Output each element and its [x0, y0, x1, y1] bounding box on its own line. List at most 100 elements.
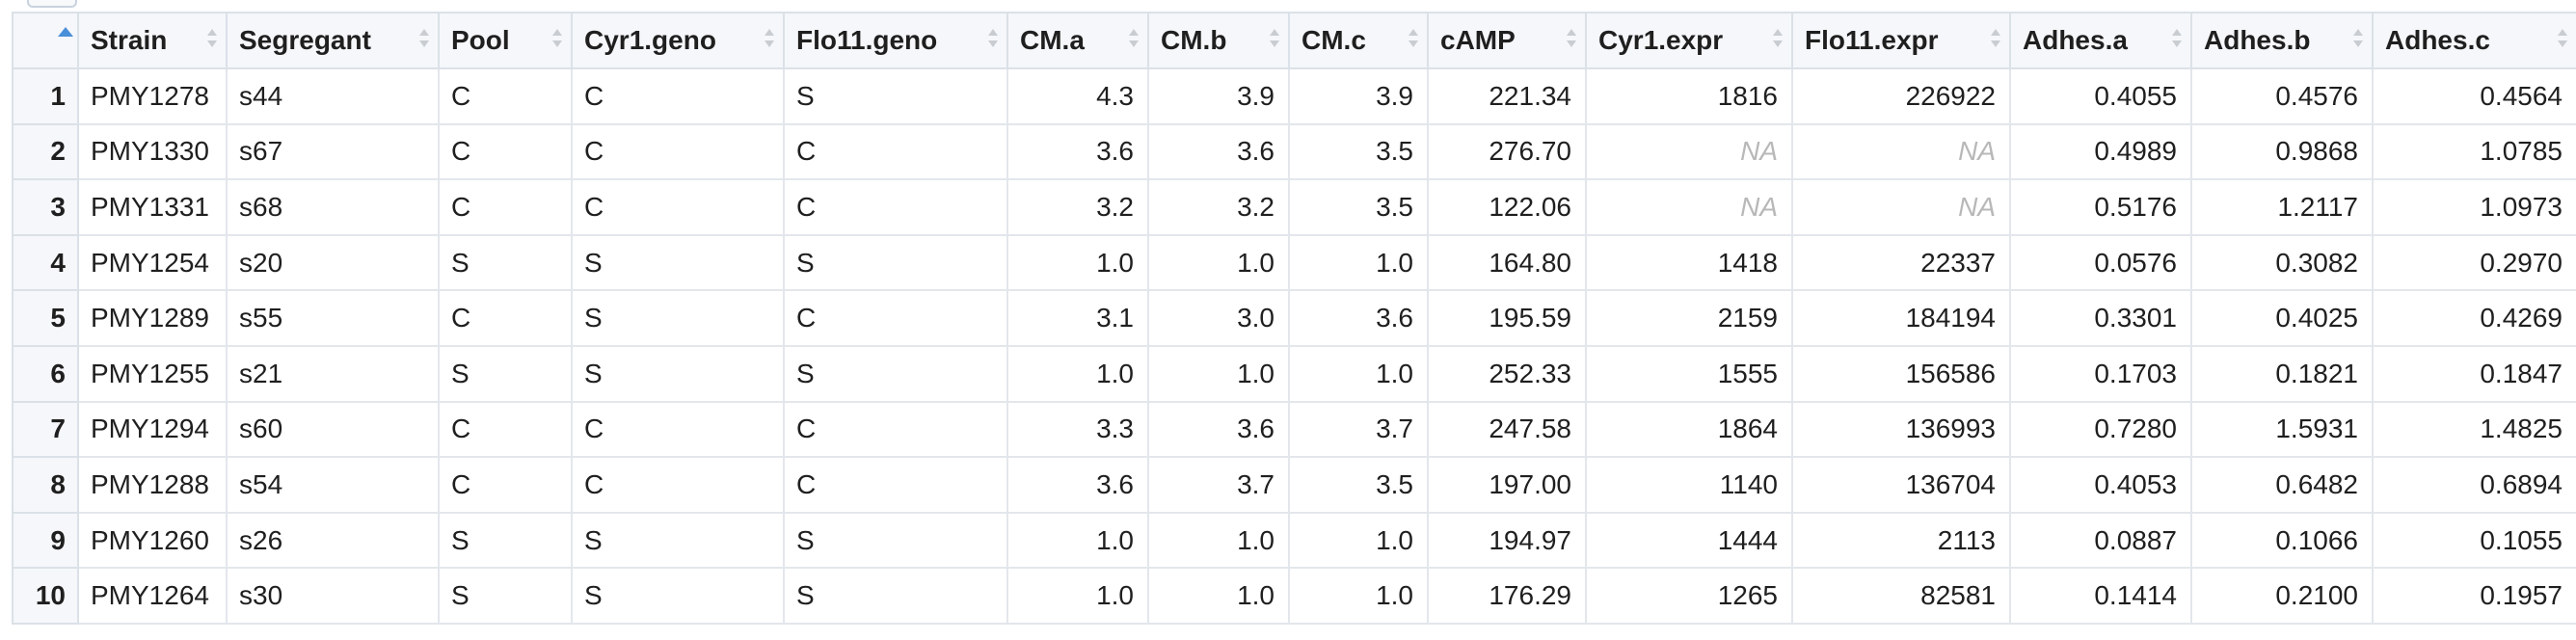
- sort-down-icon: [1409, 40, 1418, 47]
- sort-arrows-icon[interactable]: [551, 27, 563, 54]
- row-index: 1: [12, 67, 79, 125]
- table-row[interactable]: 4 PMY1254 s20 S S S 1.0 1.0 1.0 164.80 1418 22337 0.…: [12, 233, 2576, 292]
- table-cell-cm-b: 1.0: [1147, 511, 1290, 570]
- table-row[interactable]: 2 PMY1330 s67 C C C 3.6 3.6 3.5 276.70 NA NA 0.4989 0…: [12, 122, 2576, 181]
- table-cell-cm-b: 3.0: [1147, 289, 1290, 347]
- table-row[interactable]: 8 PMY1288 s54 C C C 3.6 3.7 3.5 197.00 1140 136704 0…: [12, 456, 2576, 514]
- sort-arrows-icon[interactable]: [1408, 27, 1419, 54]
- table-cell-pool: C: [438, 289, 573, 347]
- table-cell-pool: C: [438, 122, 573, 181]
- table-cell-flo11-geno: S: [783, 233, 1008, 292]
- table-cell-adhes-b: 0.9868: [2190, 122, 2374, 181]
- column-header-flo11-expr[interactable]: Flo11.expr: [1791, 12, 2011, 69]
- sort-arrows-icon[interactable]: [1269, 27, 1280, 54]
- table-cell-flo11-expr: 2113: [1791, 511, 2011, 570]
- column-header-cm-b[interactable]: CM.b: [1147, 12, 1290, 69]
- table-cell-cm-a: 3.2: [1006, 178, 1149, 236]
- table-cell-adhes-c: 1.4825: [2372, 400, 2576, 459]
- table-cell-flo11-expr: 226922: [1791, 67, 2011, 125]
- table-row[interactable]: 3 PMY1331 s68 C C C 3.2 3.2 3.5 122.06 NA NA 0.5176 1…: [12, 178, 2576, 236]
- table-cell-segregant: s68: [226, 178, 440, 236]
- sort-down-icon: [552, 40, 562, 47]
- sort-arrows-icon[interactable]: [1990, 27, 2001, 54]
- sort-arrows-icon[interactable]: [418, 27, 430, 54]
- sort-down-icon: [419, 40, 429, 47]
- column-header-strain[interactable]: Strain: [77, 12, 228, 69]
- table-row[interactable]: 9 PMY1260 s26 S S S 1.0 1.0 1.0 194.97 1444 2113 0.0…: [12, 511, 2576, 570]
- sort-arrows-icon[interactable]: [2557, 27, 2568, 54]
- table-cell-strain: PMY1255: [77, 344, 228, 403]
- column-header-flo11-geno[interactable]: Flo11.geno: [783, 12, 1008, 69]
- table-cell-camp: 276.70: [1427, 122, 1587, 181]
- table-row[interactable]: 7 PMY1294 s60 C C C 3.3 3.6 3.7 247.58 1864 136993 0…: [12, 400, 2576, 459]
- table-row[interactable]: 6 PMY1255 s21 S S S 1.0 1.0 1.0 252.33 1555 156586 0…: [12, 344, 2576, 403]
- table-cell-cyr1-expr: NA: [1585, 122, 1793, 181]
- table-cell-cm-a: 1.0: [1006, 511, 1149, 570]
- sort-ascending-icon[interactable]: [58, 27, 73, 37]
- table-cell-adhes-a: 0.1703: [2009, 344, 2192, 403]
- table-cell-adhes-c: 0.4269: [2372, 289, 2576, 347]
- table-cell-cm-b: 3.9: [1147, 67, 1290, 125]
- column-header-cyr1-expr[interactable]: Cyr1.expr: [1585, 12, 1793, 69]
- sort-arrows-icon[interactable]: [2352, 27, 2364, 54]
- column-header-cm-c[interactable]: CM.c: [1288, 12, 1429, 69]
- table-cell-adhes-b: 0.1821: [2190, 344, 2374, 403]
- sort-up-icon: [2558, 29, 2567, 36]
- table-cell-adhes-c: 1.0973: [2372, 178, 2576, 236]
- column-header-camp[interactable]: cAMP: [1427, 12, 1587, 69]
- table-cell-cm-a: 3.1: [1006, 289, 1149, 347]
- table-cell-cm-c: 1.0: [1288, 233, 1429, 292]
- sort-down-icon: [1129, 40, 1139, 47]
- sort-arrows-icon[interactable]: [2171, 27, 2183, 54]
- table-cell-cyr1-geno: S: [571, 289, 785, 347]
- table-cell-camp: 176.29: [1427, 567, 1587, 625]
- column-header-cyr1-geno[interactable]: Cyr1.geno: [571, 12, 785, 69]
- table-cell-cyr1-expr: 2159: [1585, 289, 1793, 347]
- sort-arrows-icon[interactable]: [1772, 27, 1784, 54]
- table-cell-cyr1-expr: 1444: [1585, 511, 1793, 570]
- viewer-tab-handle[interactable]: [27, 0, 77, 8]
- sort-up-icon: [765, 29, 774, 36]
- column-header-label: Strain: [91, 25, 168, 55]
- sort-down-icon: [1567, 40, 1576, 47]
- sort-down-icon: [2172, 40, 2182, 47]
- table-cell-strain: PMY1294: [77, 400, 228, 459]
- sort-arrows-icon[interactable]: [1566, 27, 1577, 54]
- table-cell-cm-a: 4.3: [1006, 67, 1149, 125]
- column-header-adhes-a[interactable]: Adhes.a: [2009, 12, 2192, 69]
- row-index: 4: [12, 233, 79, 292]
- table-cell-cm-c: 1.0: [1288, 567, 1429, 625]
- table-cell-cyr1-geno: S: [571, 511, 785, 570]
- table-cell-cm-a: 1.0: [1006, 344, 1149, 403]
- row-index: 6: [12, 344, 79, 403]
- table-cell-cm-c: 3.5: [1288, 122, 1429, 181]
- table-cell-adhes-b: 0.6482: [2190, 456, 2374, 514]
- column-header-label: cAMP: [1440, 25, 1516, 55]
- table-cell-cm-b: 1.0: [1147, 567, 1290, 625]
- column-header-cm-a[interactable]: CM.a: [1006, 12, 1149, 69]
- sort-up-icon: [988, 29, 998, 36]
- sort-arrows-icon[interactable]: [206, 27, 218, 54]
- table-cell-adhes-b: 0.2100: [2190, 567, 2374, 625]
- sort-up-icon: [2353, 29, 2363, 36]
- table-cell-cyr1-geno: C: [571, 178, 785, 236]
- table-cell-adhes-b: 0.3082: [2190, 233, 2374, 292]
- table-cell-adhes-c: 0.1847: [2372, 344, 2576, 403]
- table-row[interactable]: 1 PMY1278 s44 C C S 4.3 3.9 3.9 221.34 1816 226922 0…: [12, 67, 2576, 125]
- column-header-segregant[interactable]: Segregant: [226, 12, 440, 69]
- table-cell-adhes-a: 0.5176: [2009, 178, 2192, 236]
- column-header-adhes-b[interactable]: Adhes.b: [2190, 12, 2374, 69]
- table-cell-adhes-a: 0.3301: [2009, 289, 2192, 347]
- sort-down-icon: [2353, 40, 2363, 47]
- sort-arrows-icon[interactable]: [987, 27, 999, 54]
- column-header-pool[interactable]: Pool: [438, 12, 573, 69]
- table-row[interactable]: 5 PMY1289 s55 C S C 3.1 3.0 3.6 195.59 2159 184194 0…: [12, 289, 2576, 347]
- table-cell-segregant: s67: [226, 122, 440, 181]
- sort-arrows-icon[interactable]: [764, 27, 775, 54]
- table-row[interactable]: 10 PMY1264 s30 S S S 1.0 1.0 1.0 176.29 1265 82581 0…: [12, 567, 2576, 625]
- table-cell-pool: S: [438, 511, 573, 570]
- column-header-label: Adhes.b: [2204, 25, 2311, 55]
- column-header-adhes-c[interactable]: Adhes.c: [2372, 12, 2576, 69]
- index-column-header[interactable]: [12, 12, 79, 69]
- sort-arrows-icon[interactable]: [1128, 27, 1140, 54]
